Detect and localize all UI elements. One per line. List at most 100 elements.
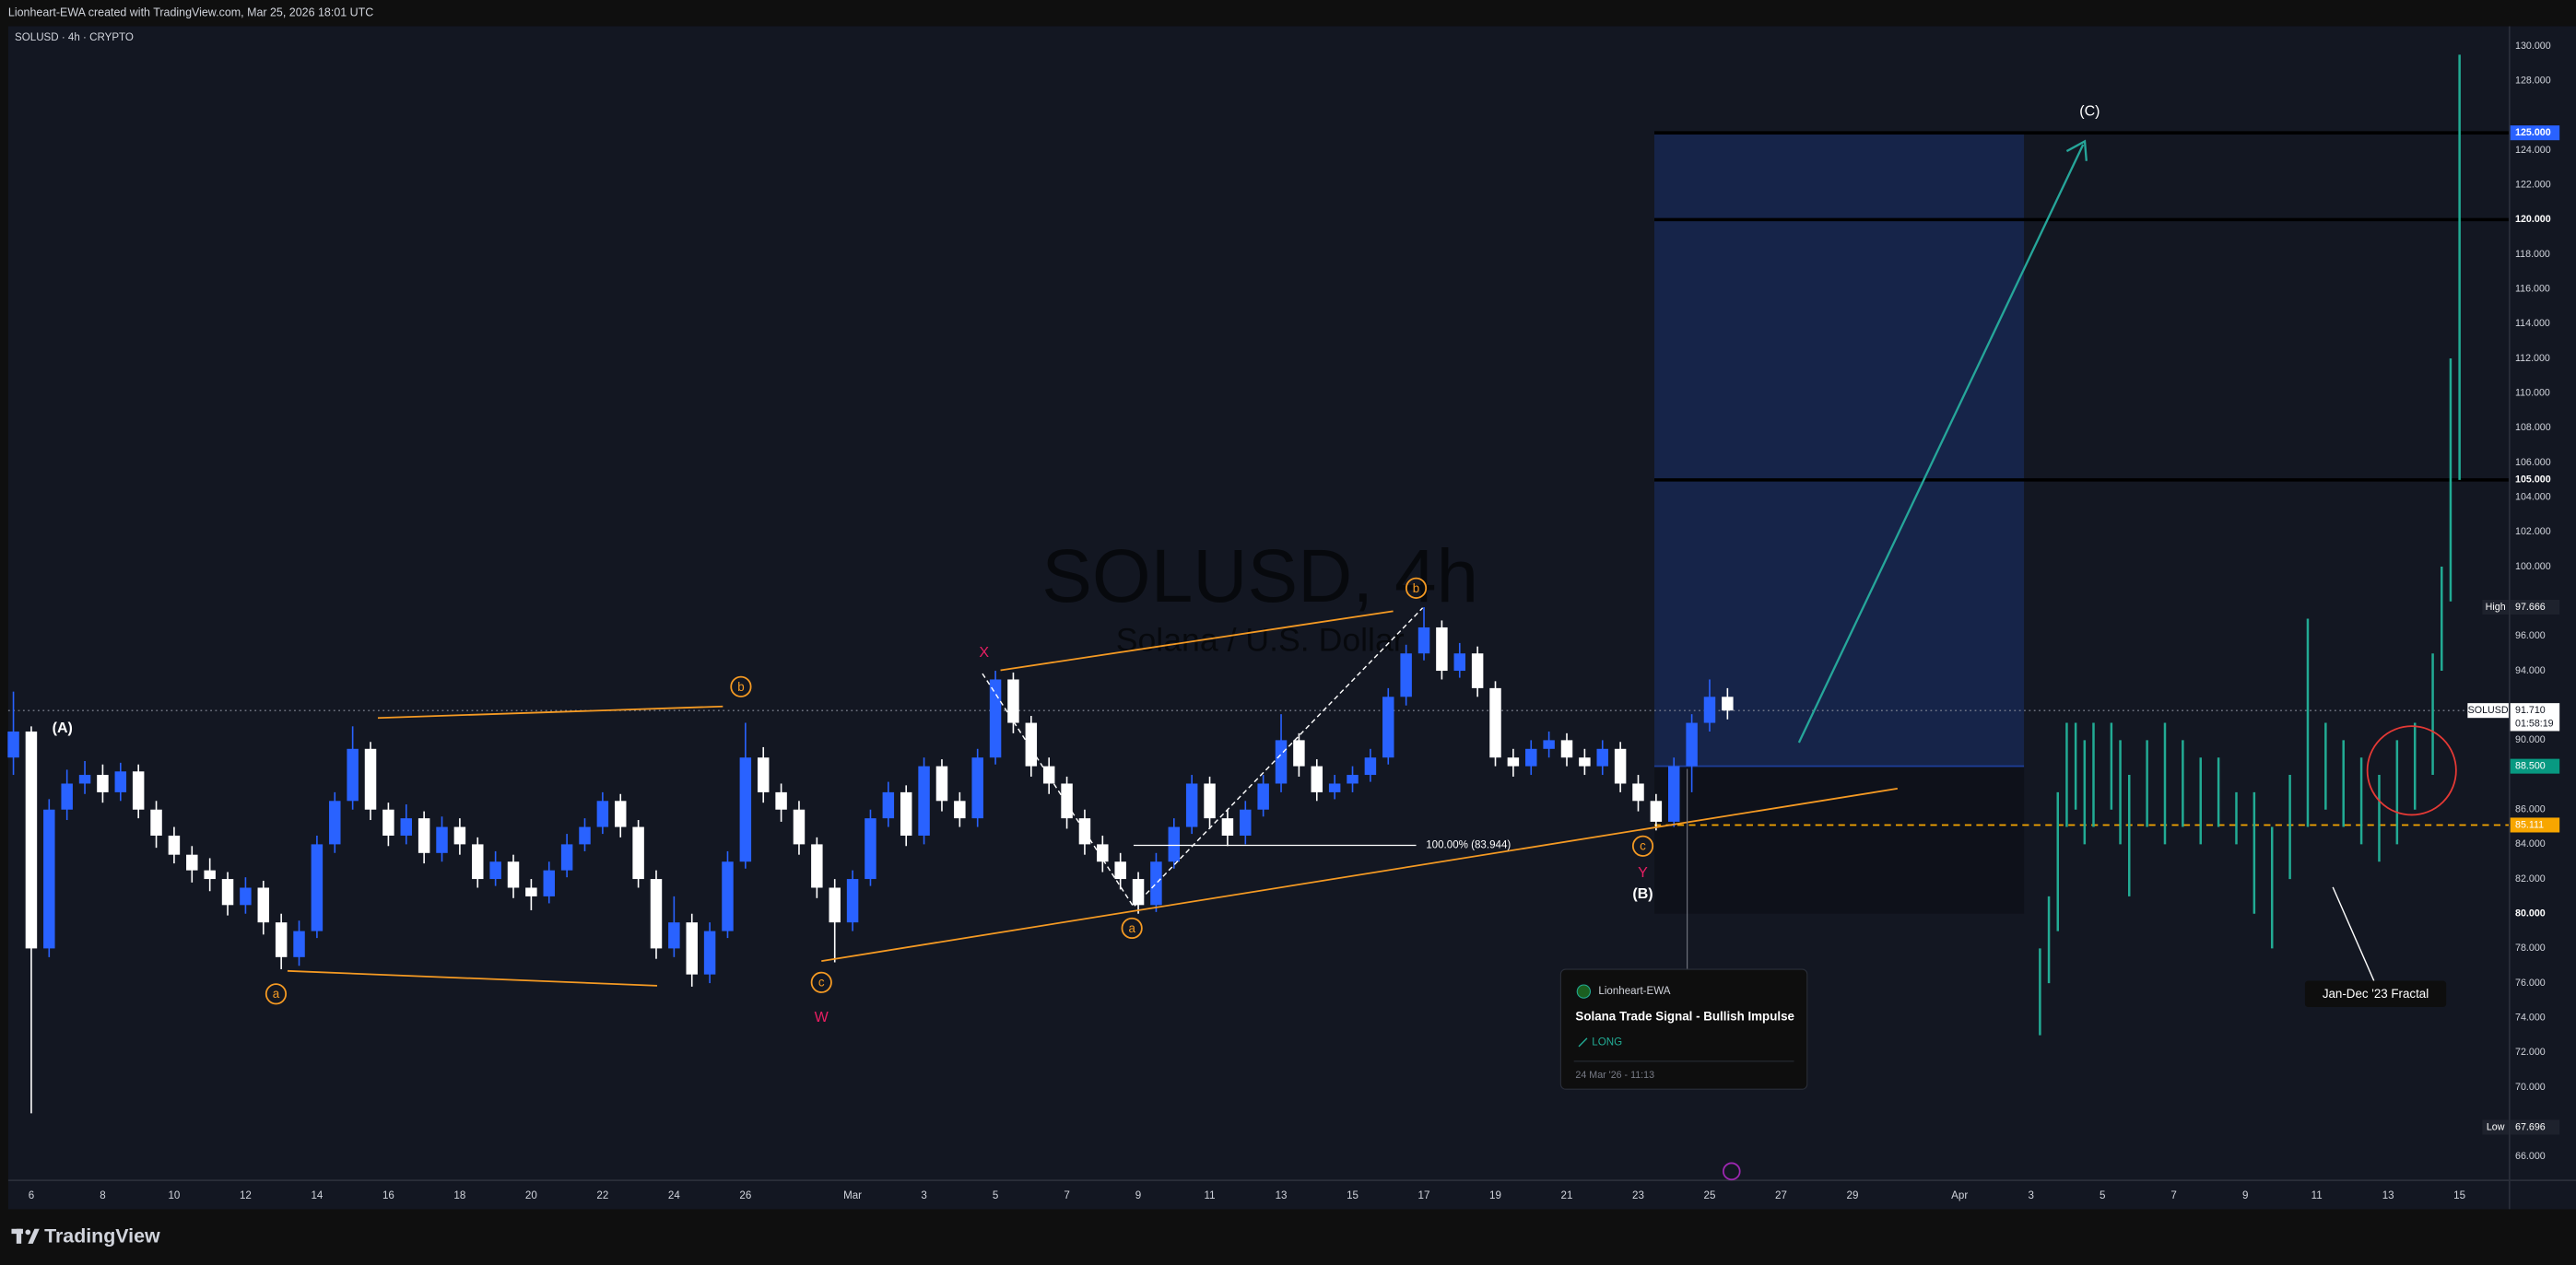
event-icon	[1722, 1162, 1741, 1181]
y-tick-label: 72.000	[2515, 1047, 2546, 1058]
last-tag-box	[2467, 703, 2509, 719]
candle-body	[1543, 740, 1555, 749]
candle-body	[722, 861, 734, 931]
price-tag: High	[2486, 602, 2506, 613]
candle-body	[1525, 748, 1537, 767]
candle-body	[400, 818, 413, 836]
price-label: 88.500	[2515, 760, 2546, 771]
fib-label: 100.00% (83.944)	[1426, 840, 1511, 851]
candle-body	[1579, 757, 1591, 767]
candle-body	[78, 775, 91, 784]
candle-body	[364, 748, 377, 810]
wave-circle	[1631, 835, 1654, 857]
candle-body	[775, 791, 787, 810]
candle-body	[1382, 697, 1394, 758]
y-tick-label: 90.000	[2515, 734, 2546, 745]
candle-body	[418, 818, 430, 853]
price-label-box	[2510, 758, 2560, 774]
level-label: 125.000	[2515, 127, 2551, 138]
candle-body	[347, 748, 359, 802]
candle-body	[1168, 826, 1181, 862]
candle-body	[703, 931, 716, 975]
x-tick-label: 3	[2028, 1190, 2033, 1201]
candle-body	[579, 826, 591, 845]
wave-label: (A)	[53, 720, 73, 736]
candle-body	[1311, 766, 1323, 792]
signal-direction: LONG	[1592, 1037, 1622, 1048]
candle-body	[865, 818, 876, 880]
candle-body	[757, 757, 770, 792]
wave-label: b	[737, 680, 744, 694]
watermark-subtitle: Solana / U.S. Dollar	[1116, 622, 1405, 659]
candle-body	[257, 887, 270, 923]
candle-body	[1347, 775, 1359, 784]
level-label: 120.000	[2515, 214, 2551, 225]
candle-body	[1417, 627, 1430, 654]
candle-body	[846, 879, 859, 923]
y-tick-label: 128.000	[2515, 75, 2551, 86]
candle-body	[1114, 861, 1126, 880]
target-arrow	[1797, 144, 2085, 744]
candle-body	[1097, 844, 1109, 862]
price-label-box	[2510, 817, 2560, 833]
y-tick-label: 118.000	[2515, 249, 2550, 260]
signal-author: Lionheart-EWA	[1598, 986, 1670, 997]
trend-line	[821, 788, 1898, 963]
candle-body	[1722, 697, 1734, 711]
level-label-box	[2510, 125, 2560, 141]
x-tick-label: 29	[1847, 1190, 1859, 1201]
last-tag: SOLUSD	[2468, 705, 2509, 716]
candle-body	[560, 844, 573, 871]
candle-body	[1042, 766, 1055, 784]
candle-body	[650, 879, 663, 949]
wave-label: c	[1640, 839, 1646, 853]
wave-label: c	[818, 976, 825, 990]
candle-body	[132, 771, 145, 810]
candle-body	[1204, 783, 1216, 819]
candle-body	[525, 887, 537, 896]
x-tick-label: 16	[382, 1190, 394, 1201]
signal-card	[1559, 968, 1808, 1090]
candle-body	[43, 809, 55, 949]
target-zone	[1654, 133, 2025, 767]
y-tick-label: 124.000	[2515, 145, 2551, 156]
candle-body	[240, 887, 252, 906]
wave-label: W	[815, 1009, 829, 1025]
candle-body	[882, 791, 895, 819]
y-tick-label: 106.000	[2515, 457, 2551, 468]
x-tick-label: 18	[453, 1190, 465, 1201]
candle-body	[1293, 740, 1305, 767]
fractal-pointer	[2332, 886, 2375, 981]
candle-body	[1240, 809, 1252, 836]
y-tick-label: 94.000	[2515, 665, 2546, 676]
x-tick-label: 13	[2382, 1190, 2394, 1201]
y-tick-label: 130.000	[2515, 41, 2551, 52]
x-tick-label: 10	[168, 1190, 180, 1201]
x-tick-label: 24	[668, 1190, 680, 1201]
y-tick-label: 122.000	[2515, 180, 2551, 191]
candle-body	[1078, 818, 1091, 845]
candle-body	[382, 809, 394, 836]
chart-layer: 66.000 70.000 72.000 74.000 76.000 78.000 82.0…	[7, 41, 2560, 1201]
trend-line	[287, 969, 658, 987]
candle-body	[61, 783, 73, 810]
candle-body	[971, 757, 983, 819]
price-label: 85.111	[2515, 819, 2544, 830]
x-tick-label: 9	[2242, 1190, 2248, 1201]
price-tag-box	[2482, 599, 2509, 615]
candle-body	[989, 679, 1002, 758]
candle-body	[811, 844, 823, 888]
price-tag: Low	[2487, 1121, 2505, 1132]
candle-body	[954, 801, 966, 819]
candle-body	[1007, 679, 1019, 723]
countdown: 01:58:19	[2515, 718, 2554, 729]
candle-body	[1061, 783, 1073, 819]
x-tick-label: 5	[993, 1190, 998, 1201]
wave-circle	[265, 983, 288, 1005]
level-label: 105.000	[2515, 474, 2551, 486]
trend-line	[377, 705, 723, 720]
signal-title: Solana Trade Signal - Bullish Impulse	[1575, 1009, 1794, 1023]
x-tick-label: 7	[1064, 1190, 1069, 1201]
y-tick-label: 82.000	[2515, 873, 2546, 884]
